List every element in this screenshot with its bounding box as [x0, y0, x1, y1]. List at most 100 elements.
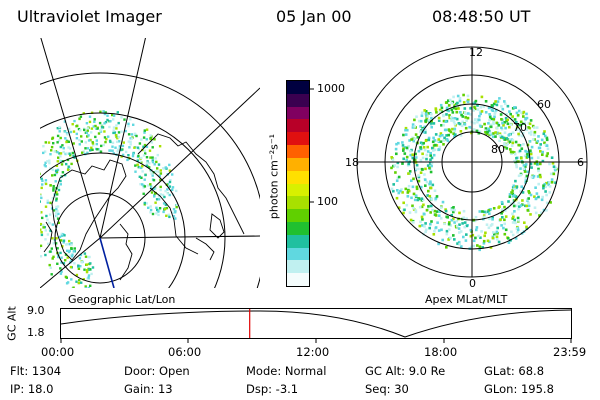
emission-pixel — [52, 187, 55, 190]
emission-pixel — [483, 215, 486, 219]
emission-pixel — [61, 144, 64, 147]
colorbar-band — [287, 119, 309, 133]
emission-pixel — [104, 111, 107, 114]
emission-pixel — [154, 201, 157, 204]
emission-pixel — [483, 234, 486, 238]
colorbar-band — [287, 183, 309, 197]
emission-pixel — [85, 270, 89, 274]
emission-pixel — [29, 216, 31, 218]
emission-pixel — [450, 108, 454, 112]
emission-pixel — [67, 127, 71, 131]
emission-pixel — [86, 129, 89, 132]
emission-pixel — [460, 245, 463, 248]
emission-pixel — [403, 208, 406, 212]
emission-pixel — [58, 130, 61, 133]
emission-pixel — [88, 115, 92, 118]
emission-pixel — [63, 120, 67, 123]
emission-pixel — [29, 230, 31, 232]
emission-pixel — [397, 175, 401, 179]
emission-pixel — [545, 201, 549, 205]
emission-pixel — [397, 191, 401, 195]
emission-pixel — [402, 149, 405, 152]
emission-pixel — [34, 192, 36, 194]
emission-pixel — [447, 228, 451, 231]
emission-pixel — [407, 162, 410, 166]
emission-pixel — [96, 148, 99, 151]
emission-pixel — [392, 164, 395, 168]
emission-pixel — [151, 174, 154, 177]
emission-pixel — [429, 158, 432, 162]
emission-pixel — [89, 262, 92, 265]
emission-pixel — [536, 175, 540, 178]
emission-pixel — [435, 195, 439, 198]
emission-pixel — [431, 140, 435, 144]
emission-pixel — [456, 101, 459, 105]
emission-pixel — [87, 277, 91, 281]
flight-info: Flt: 1304 — [10, 364, 62, 378]
emission-pixel — [548, 181, 551, 184]
emission-pixel — [532, 174, 536, 178]
emission-pixel — [86, 127, 89, 130]
emission-pixel — [54, 150, 58, 153]
emission-pixel — [103, 122, 106, 125]
emission-pixel — [409, 149, 412, 153]
emission-pixel — [526, 209, 530, 212]
emission-pixel — [515, 126, 519, 129]
emission-pixel — [153, 187, 156, 190]
emission-pixel — [519, 120, 523, 124]
emission-pixel — [37, 207, 39, 209]
emission-pixel — [99, 110, 102, 113]
emission-pixel — [82, 112, 85, 115]
emission-pixel — [515, 163, 518, 167]
emission-pixel — [32, 238, 34, 240]
emission-pixel — [547, 183, 550, 187]
emission-pixel — [82, 150, 85, 153]
emission-pixel — [92, 125, 95, 128]
emission-pixel — [501, 121, 504, 125]
emission-pixel — [127, 122, 130, 125]
emission-pixel — [120, 148, 123, 152]
emission-pixel — [451, 111, 455, 114]
emission-pixel — [484, 211, 488, 214]
emission-pixel — [139, 160, 142, 163]
emission-pixel — [528, 122, 532, 126]
emission-pixel — [401, 162, 404, 165]
emission-pixel — [491, 218, 494, 221]
emission-pixel — [452, 217, 455, 221]
emission-pixel — [533, 126, 536, 129]
timeline-xtick-label: 23:59 — [553, 345, 587, 359]
emission-pixel — [515, 120, 518, 124]
emission-pixel — [115, 127, 118, 130]
emission-pixel — [92, 144, 95, 147]
emission-pixel — [543, 141, 546, 145]
emission-pixel — [46, 233, 50, 236]
emission-pixel — [73, 262, 76, 265]
emission-pixel — [104, 120, 108, 124]
emission-pixel — [112, 126, 116, 129]
emission-pixel — [429, 181, 432, 185]
emission-pixel — [466, 116, 470, 120]
emission-pixel — [448, 221, 451, 224]
emission-pixel — [494, 108, 498, 112]
emission-pixel — [429, 222, 432, 226]
intensity-colorbar — [286, 80, 310, 287]
emission-pixel — [90, 131, 93, 134]
emission-pixel — [430, 116, 433, 120]
emission-pixel — [444, 120, 448, 123]
emission-pixel — [36, 189, 38, 191]
emission-pixel — [514, 237, 518, 240]
emission-pixel — [168, 185, 172, 188]
emission-pixel — [420, 185, 423, 189]
emission-pixel — [32, 230, 34, 232]
emission-pixel — [494, 135, 497, 138]
emission-pixel — [457, 240, 461, 244]
emission-pixel — [479, 112, 482, 116]
emission-pixel — [25, 209, 27, 211]
emission-pixel — [35, 184, 37, 186]
emission-pixel — [513, 159, 516, 163]
emission-pixel — [513, 152, 517, 156]
emission-pixel — [516, 216, 520, 220]
emission-pixel — [520, 147, 524, 150]
emission-pixel — [515, 156, 518, 160]
emission-pixel — [82, 278, 85, 281]
